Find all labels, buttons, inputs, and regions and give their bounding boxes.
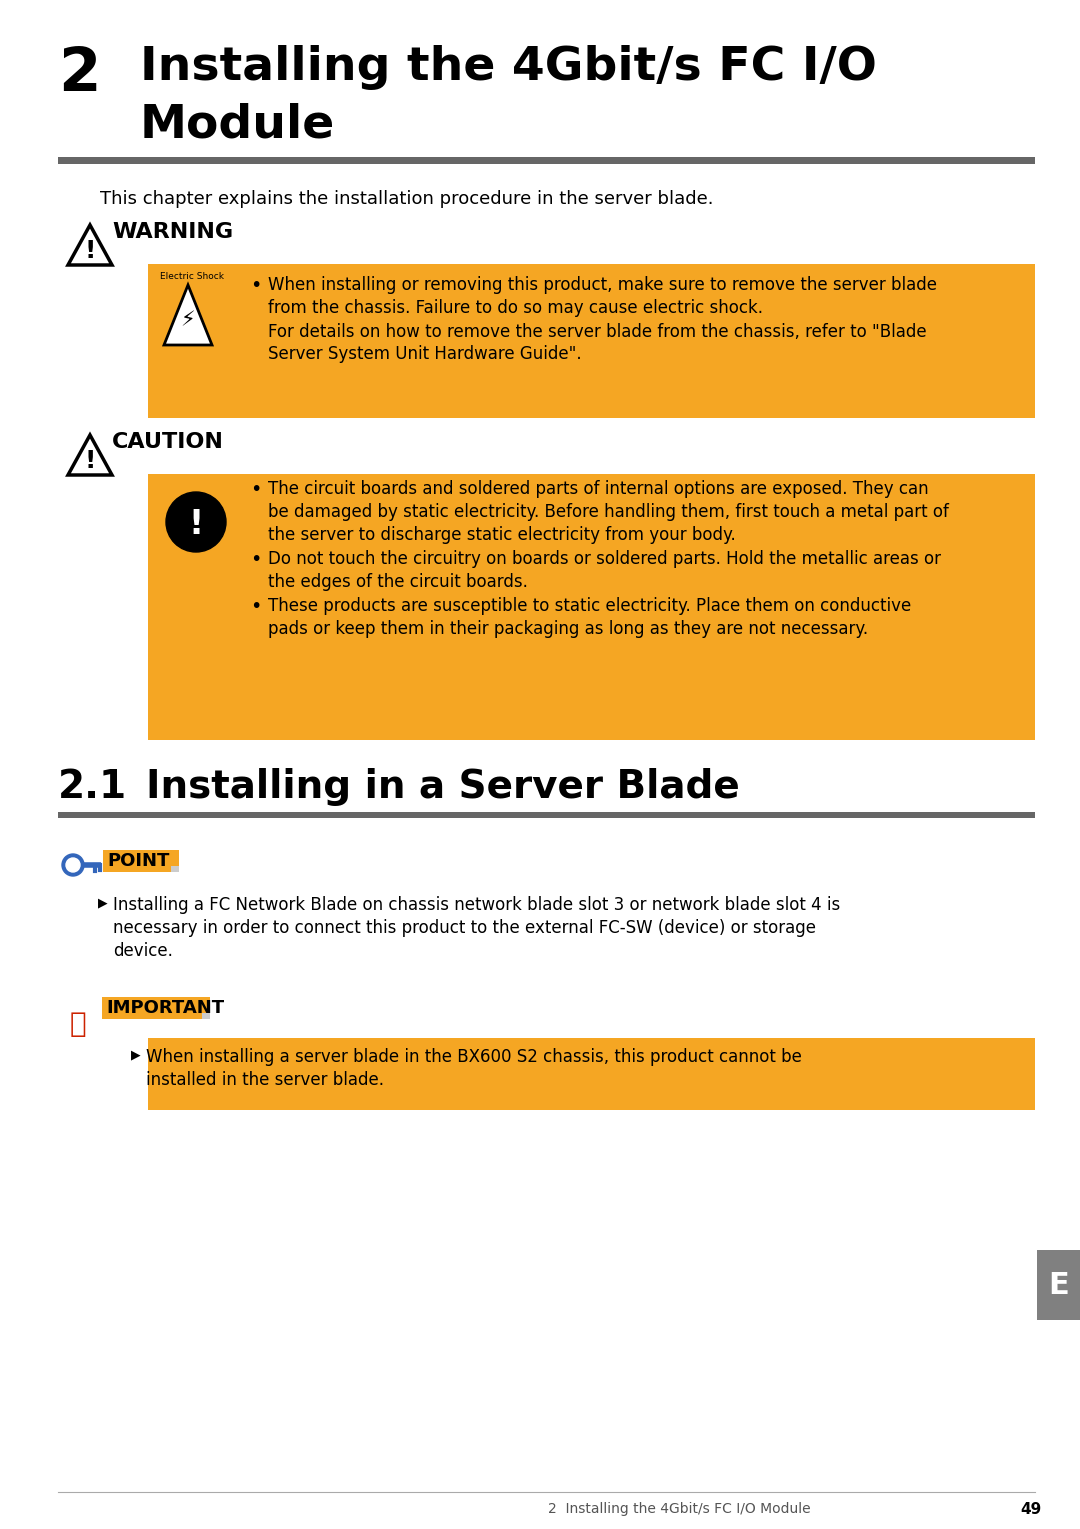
Text: Module: Module [140, 102, 335, 148]
Text: •: • [249, 277, 261, 295]
Polygon shape [68, 225, 112, 265]
Text: These products are susceptible to static electricity. Place them on conductive: These products are susceptible to static… [268, 596, 912, 615]
Polygon shape [68, 434, 112, 476]
FancyBboxPatch shape [58, 812, 1035, 818]
Text: Installing the 4Gbit/s FC I/O: Installing the 4Gbit/s FC I/O [140, 44, 877, 90]
Text: the server to discharge static electricity from your body.: the server to discharge static electrici… [268, 526, 735, 544]
Text: The circuit boards and soldered parts of internal options are exposed. They can: The circuit boards and soldered parts of… [268, 480, 929, 498]
Text: For details on how to remove the server blade from the chassis, refer to "Blade: For details on how to remove the server … [268, 323, 927, 341]
FancyBboxPatch shape [202, 1014, 210, 1018]
Text: WARNING: WARNING [112, 222, 233, 242]
Text: ⚡: ⚡ [180, 310, 195, 330]
Text: CAUTION: CAUTION [112, 433, 224, 453]
Text: E: E [1048, 1271, 1069, 1300]
Text: from the chassis. Failure to do so may cause electric shock.: from the chassis. Failure to do so may c… [268, 300, 762, 317]
FancyBboxPatch shape [58, 157, 1035, 164]
Text: When installing or removing this product, make sure to remove the server blade: When installing or removing this product… [268, 277, 937, 294]
Circle shape [166, 492, 226, 552]
FancyBboxPatch shape [103, 850, 179, 872]
Text: !: ! [84, 450, 96, 472]
Text: ▶: ▶ [98, 896, 108, 910]
Text: be damaged by static electricity. Before handling them, first touch a metal part: be damaged by static electricity. Before… [268, 503, 949, 521]
Text: !: ! [188, 508, 203, 540]
Text: ▶: ▶ [131, 1047, 140, 1061]
Text: Electric Shock: Electric Shock [160, 272, 224, 281]
Text: necessary in order to connect this product to the external FC-SW (device) or sto: necessary in order to connect this produ… [113, 919, 816, 937]
FancyBboxPatch shape [1037, 1251, 1080, 1320]
Text: •: • [249, 550, 261, 569]
Text: 49: 49 [1020, 1501, 1041, 1517]
Text: Installing in a Server Blade: Installing in a Server Blade [146, 768, 740, 806]
Text: When installing a server blade in the BX600 S2 chassis, this product cannot be: When installing a server blade in the BX… [146, 1047, 801, 1066]
Text: !: ! [84, 239, 96, 263]
Circle shape [66, 858, 80, 872]
Text: •: • [249, 480, 261, 498]
Text: the edges of the circuit boards.: the edges of the circuit boards. [268, 573, 528, 592]
Text: Server System Unit Hardware Guide".: Server System Unit Hardware Guide". [268, 346, 582, 362]
Text: 2.1: 2.1 [58, 768, 127, 806]
Polygon shape [164, 284, 212, 346]
Text: •: • [249, 596, 261, 616]
Text: ✋: ✋ [70, 1011, 86, 1038]
FancyBboxPatch shape [171, 865, 179, 872]
Circle shape [62, 855, 84, 876]
Text: This chapter explains the installation procedure in the server blade.: This chapter explains the installation p… [100, 190, 714, 208]
Text: pads or keep them in their packaging as long as they are not necessary.: pads or keep them in their packaging as … [268, 619, 868, 638]
Text: IMPORTANT: IMPORTANT [106, 998, 225, 1017]
FancyBboxPatch shape [102, 997, 210, 1018]
FancyBboxPatch shape [148, 474, 1035, 740]
Text: 2: 2 [58, 44, 100, 104]
FancyBboxPatch shape [148, 1038, 1035, 1110]
Text: POINT: POINT [107, 852, 170, 870]
FancyBboxPatch shape [148, 265, 1035, 417]
Text: Installing a FC Network Blade on chassis network blade slot 3 or network blade s: Installing a FC Network Blade on chassis… [113, 896, 840, 914]
Text: installed in the server blade.: installed in the server blade. [146, 1070, 384, 1089]
Text: 2  Installing the 4Gbit/s FC I/O Module: 2 Installing the 4Gbit/s FC I/O Module [548, 1501, 811, 1515]
Text: Do not touch the circuitry on boards or soldered parts. Hold the metallic areas : Do not touch the circuitry on boards or … [268, 550, 941, 567]
Text: device.: device. [113, 942, 173, 960]
